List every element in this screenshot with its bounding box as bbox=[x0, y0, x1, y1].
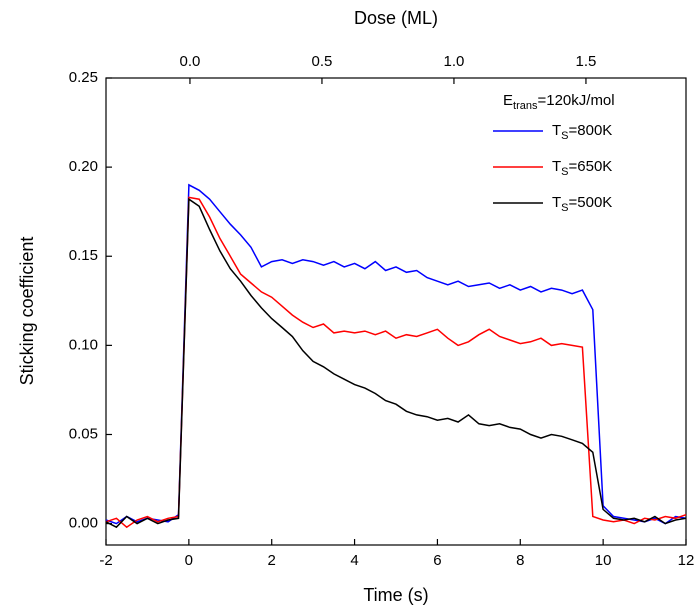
x2-tick-label: 0.0 bbox=[180, 53, 201, 70]
x2-axis-label: Dose (ML) bbox=[354, 8, 438, 28]
data-line bbox=[105, 183, 687, 525]
x-tick-label: 2 bbox=[268, 552, 276, 569]
plot-frame bbox=[105, 77, 687, 546]
x2-tick-label: 1.0 bbox=[444, 53, 465, 70]
data-line bbox=[105, 196, 687, 529]
y-axis-label: Sticking coefficient bbox=[17, 237, 37, 386]
x2-tick-label: 1.5 bbox=[576, 53, 597, 70]
y-tick-label: 0.20 bbox=[69, 158, 98, 175]
x-tick-label: 10 bbox=[595, 552, 612, 569]
y-tick-label: 0.00 bbox=[69, 515, 98, 532]
legend-label: TS=500K bbox=[552, 194, 612, 214]
x-tick-label: 4 bbox=[350, 552, 358, 569]
x-tick-label: 0 bbox=[185, 552, 193, 569]
x-tick-label: 6 bbox=[433, 552, 441, 569]
x-axis-label: Time (s) bbox=[363, 585, 428, 605]
y-tick-label: 0.25 bbox=[69, 69, 98, 86]
legend-title: Etrans=120kJ/mol bbox=[503, 92, 615, 112]
x-tick-label: 12 bbox=[678, 552, 695, 569]
legend-label: TS=800K bbox=[552, 122, 612, 142]
y-tick-label: 0.10 bbox=[69, 336, 98, 353]
y-tick-label: 0.15 bbox=[69, 247, 98, 264]
x-tick-label: 8 bbox=[516, 552, 524, 569]
legend-label: TS=650K bbox=[552, 158, 612, 178]
x2-tick-label: 0.5 bbox=[312, 53, 333, 70]
x-tick-label: -2 bbox=[99, 552, 112, 569]
y-tick-label: 0.05 bbox=[69, 425, 98, 442]
data-line bbox=[105, 197, 687, 529]
